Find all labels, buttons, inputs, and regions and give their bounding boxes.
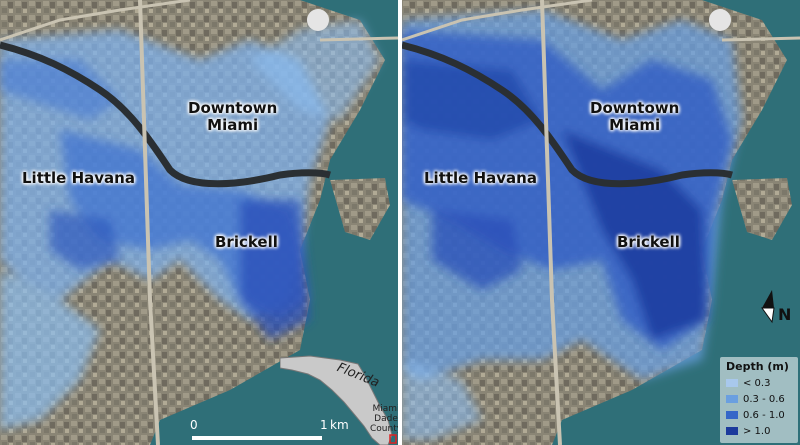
brickell-key-island (732, 178, 792, 240)
causeway (721, 36, 800, 42)
county-label: Miami Dade County (370, 404, 398, 434)
map-canvas-left (0, 0, 398, 445)
north-arrow-icon: N (761, 290, 791, 324)
legend-swatch (726, 427, 738, 435)
miami-river (402, 41, 734, 188)
legend-swatch (726, 379, 738, 387)
legend-label: < 0.3 (743, 377, 771, 389)
legend-title: Depth (m) (726, 360, 789, 373)
legend-label: > 1.0 (743, 425, 771, 437)
highway-north (402, 0, 593, 42)
highway-north (0, 0, 191, 42)
north-label: N (778, 305, 791, 324)
brickell-key-island (330, 178, 390, 240)
scale-bar: 0 1 km (190, 418, 382, 440)
scale-bar-line (192, 436, 322, 440)
arena (307, 9, 329, 31)
depth-legend: Depth (m) < 0.3 0.3 - 0.6 0.6 - 1.0 > 1.… (720, 357, 798, 443)
legend-item: > 1.0 (720, 423, 798, 439)
label-downtown-miami: Downtown Miami (188, 99, 278, 134)
legend-label: 0.3 - 0.6 (743, 393, 785, 405)
flood-extent-deep (402, 30, 732, 350)
biscayne-bay (552, 0, 800, 445)
legend-swatch (726, 411, 738, 419)
legend-item: 0.3 - 0.6 (720, 391, 798, 407)
highway (540, 0, 562, 445)
causeway (319, 36, 398, 42)
legend-label: 0.6 - 1.0 (743, 409, 785, 421)
label-little-havana: Little Havana (424, 169, 537, 187)
arena (709, 9, 731, 31)
scale-end: 1 (320, 418, 328, 432)
flood-extent-deep (0, 60, 310, 340)
label-brickell: Brickell (215, 233, 278, 251)
miami-river (0, 41, 332, 188)
label-brickell: Brickell (617, 233, 680, 251)
scale-start: 0 (190, 418, 198, 432)
scale-unit: km (330, 418, 349, 432)
legend-item: 0.6 - 1.0 (720, 407, 798, 423)
legend-item: < 0.3 (720, 375, 798, 391)
biscayne-bay (150, 0, 398, 445)
highway (138, 0, 160, 445)
panel-divider (398, 0, 402, 445)
north-arrow: N (758, 286, 796, 326)
label-downtown-miami: Downtown Miami (590, 99, 680, 134)
label-little-havana: Little Havana (22, 169, 135, 187)
florida-shape (280, 355, 397, 445)
legend-swatch (726, 395, 738, 403)
map-panel-left: Downtown Miami Little Havana Brickell 0 … (0, 0, 398, 445)
florida-inset: Florida Miami Dade County (280, 350, 398, 445)
county-marker (389, 434, 397, 444)
